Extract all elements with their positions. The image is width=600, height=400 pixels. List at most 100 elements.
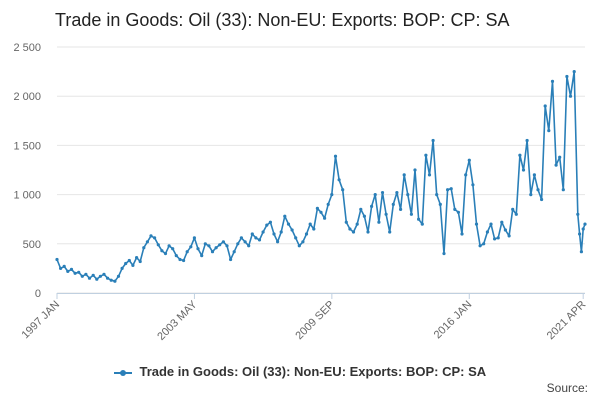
data-point [496,236,500,240]
data-point [572,70,576,74]
data-point [427,173,432,177]
data-point [467,158,471,162]
chart-title: Trade in Goods: Oil (33): Non-EU: Export… [55,10,510,30]
data-point [409,212,413,216]
data-point [373,193,377,197]
y-axis-ticks: 0 500 1 000 1 500 2 000 2 500 [13,42,41,300]
data-point [156,243,160,247]
data-point [149,234,153,238]
data-point [391,202,395,206]
data-point [232,250,236,254]
data-point [449,187,453,191]
data-point [247,244,251,248]
data-point [163,252,168,256]
data-point [442,252,446,256]
data-point [319,210,323,214]
data-point [581,227,585,231]
data-point [200,254,204,258]
x-tick-label: 2009 SEP [293,299,337,343]
data-point [236,242,240,246]
data-point [377,220,381,224]
y-tick-label: 0 [35,288,41,300]
y-tick-label: 1 500 [13,140,41,152]
data-point [167,244,171,248]
data-point [330,193,334,197]
data-point [507,234,511,238]
y-tick-label: 2 000 [13,91,41,103]
data-point [500,220,504,224]
data-point [493,237,497,241]
data-point [279,230,283,234]
data-point [438,202,442,206]
data-point [333,154,338,158]
data-point [315,206,319,210]
data-point [446,188,450,192]
data-point [579,250,584,254]
data-point [135,256,139,260]
data-point [576,212,580,216]
data-point [229,257,233,262]
data-point [525,138,529,143]
data-point [218,243,222,247]
data-point [460,232,464,236]
data-point [380,191,385,195]
y-tick-label: 1 000 [13,190,41,202]
data-point [395,191,399,195]
data-point [366,230,370,234]
data-point [540,197,544,202]
data-point [384,212,388,216]
legend-swatch-icon [113,369,132,376]
source-label: Source: [546,381,588,395]
data-point [160,249,164,253]
data-point [243,240,247,244]
data-point [221,240,225,244]
data-point [568,94,573,98]
data-point [62,264,66,268]
data-point [95,277,99,281]
data-point [116,274,121,278]
data-point [113,279,117,283]
data-point [489,222,493,226]
data-point [359,207,363,211]
data-point [337,178,341,182]
data-point [153,236,157,240]
data-point [207,244,211,248]
data-point [518,153,522,157]
data-point [536,188,540,192]
data-point [102,272,106,276]
data-point [464,173,468,177]
data-point [326,202,330,206]
data-point [474,222,479,226]
data-point [131,263,135,267]
data-point [225,244,229,248]
data-point [301,240,305,244]
data-point [84,272,88,276]
data-point [543,104,547,108]
data-point [456,210,460,214]
data-point [145,240,149,244]
data-point [69,267,74,271]
data-point [239,236,243,240]
data-point [406,193,410,197]
series-line [56,70,586,283]
data-point [554,163,558,167]
legend[interactable]: Trade in Goods: Oil (33): Non-EU: Export… [0,364,600,379]
data-point [286,222,291,226]
data-point [485,230,489,234]
y-tick-label: 500 [23,239,41,251]
data-point [182,258,186,263]
data-point [203,242,207,246]
data-point [120,266,124,270]
data-point [66,269,70,273]
data-point [355,222,359,226]
data-point [344,220,348,224]
data-point [413,168,417,172]
data-point [565,74,569,79]
data-point [514,212,518,216]
data-point [77,270,81,274]
x-tick-label: 1997 JAN [19,299,62,342]
data-point [312,227,316,231]
data-point [214,246,218,250]
data-point [138,259,142,264]
data-point [109,278,113,282]
